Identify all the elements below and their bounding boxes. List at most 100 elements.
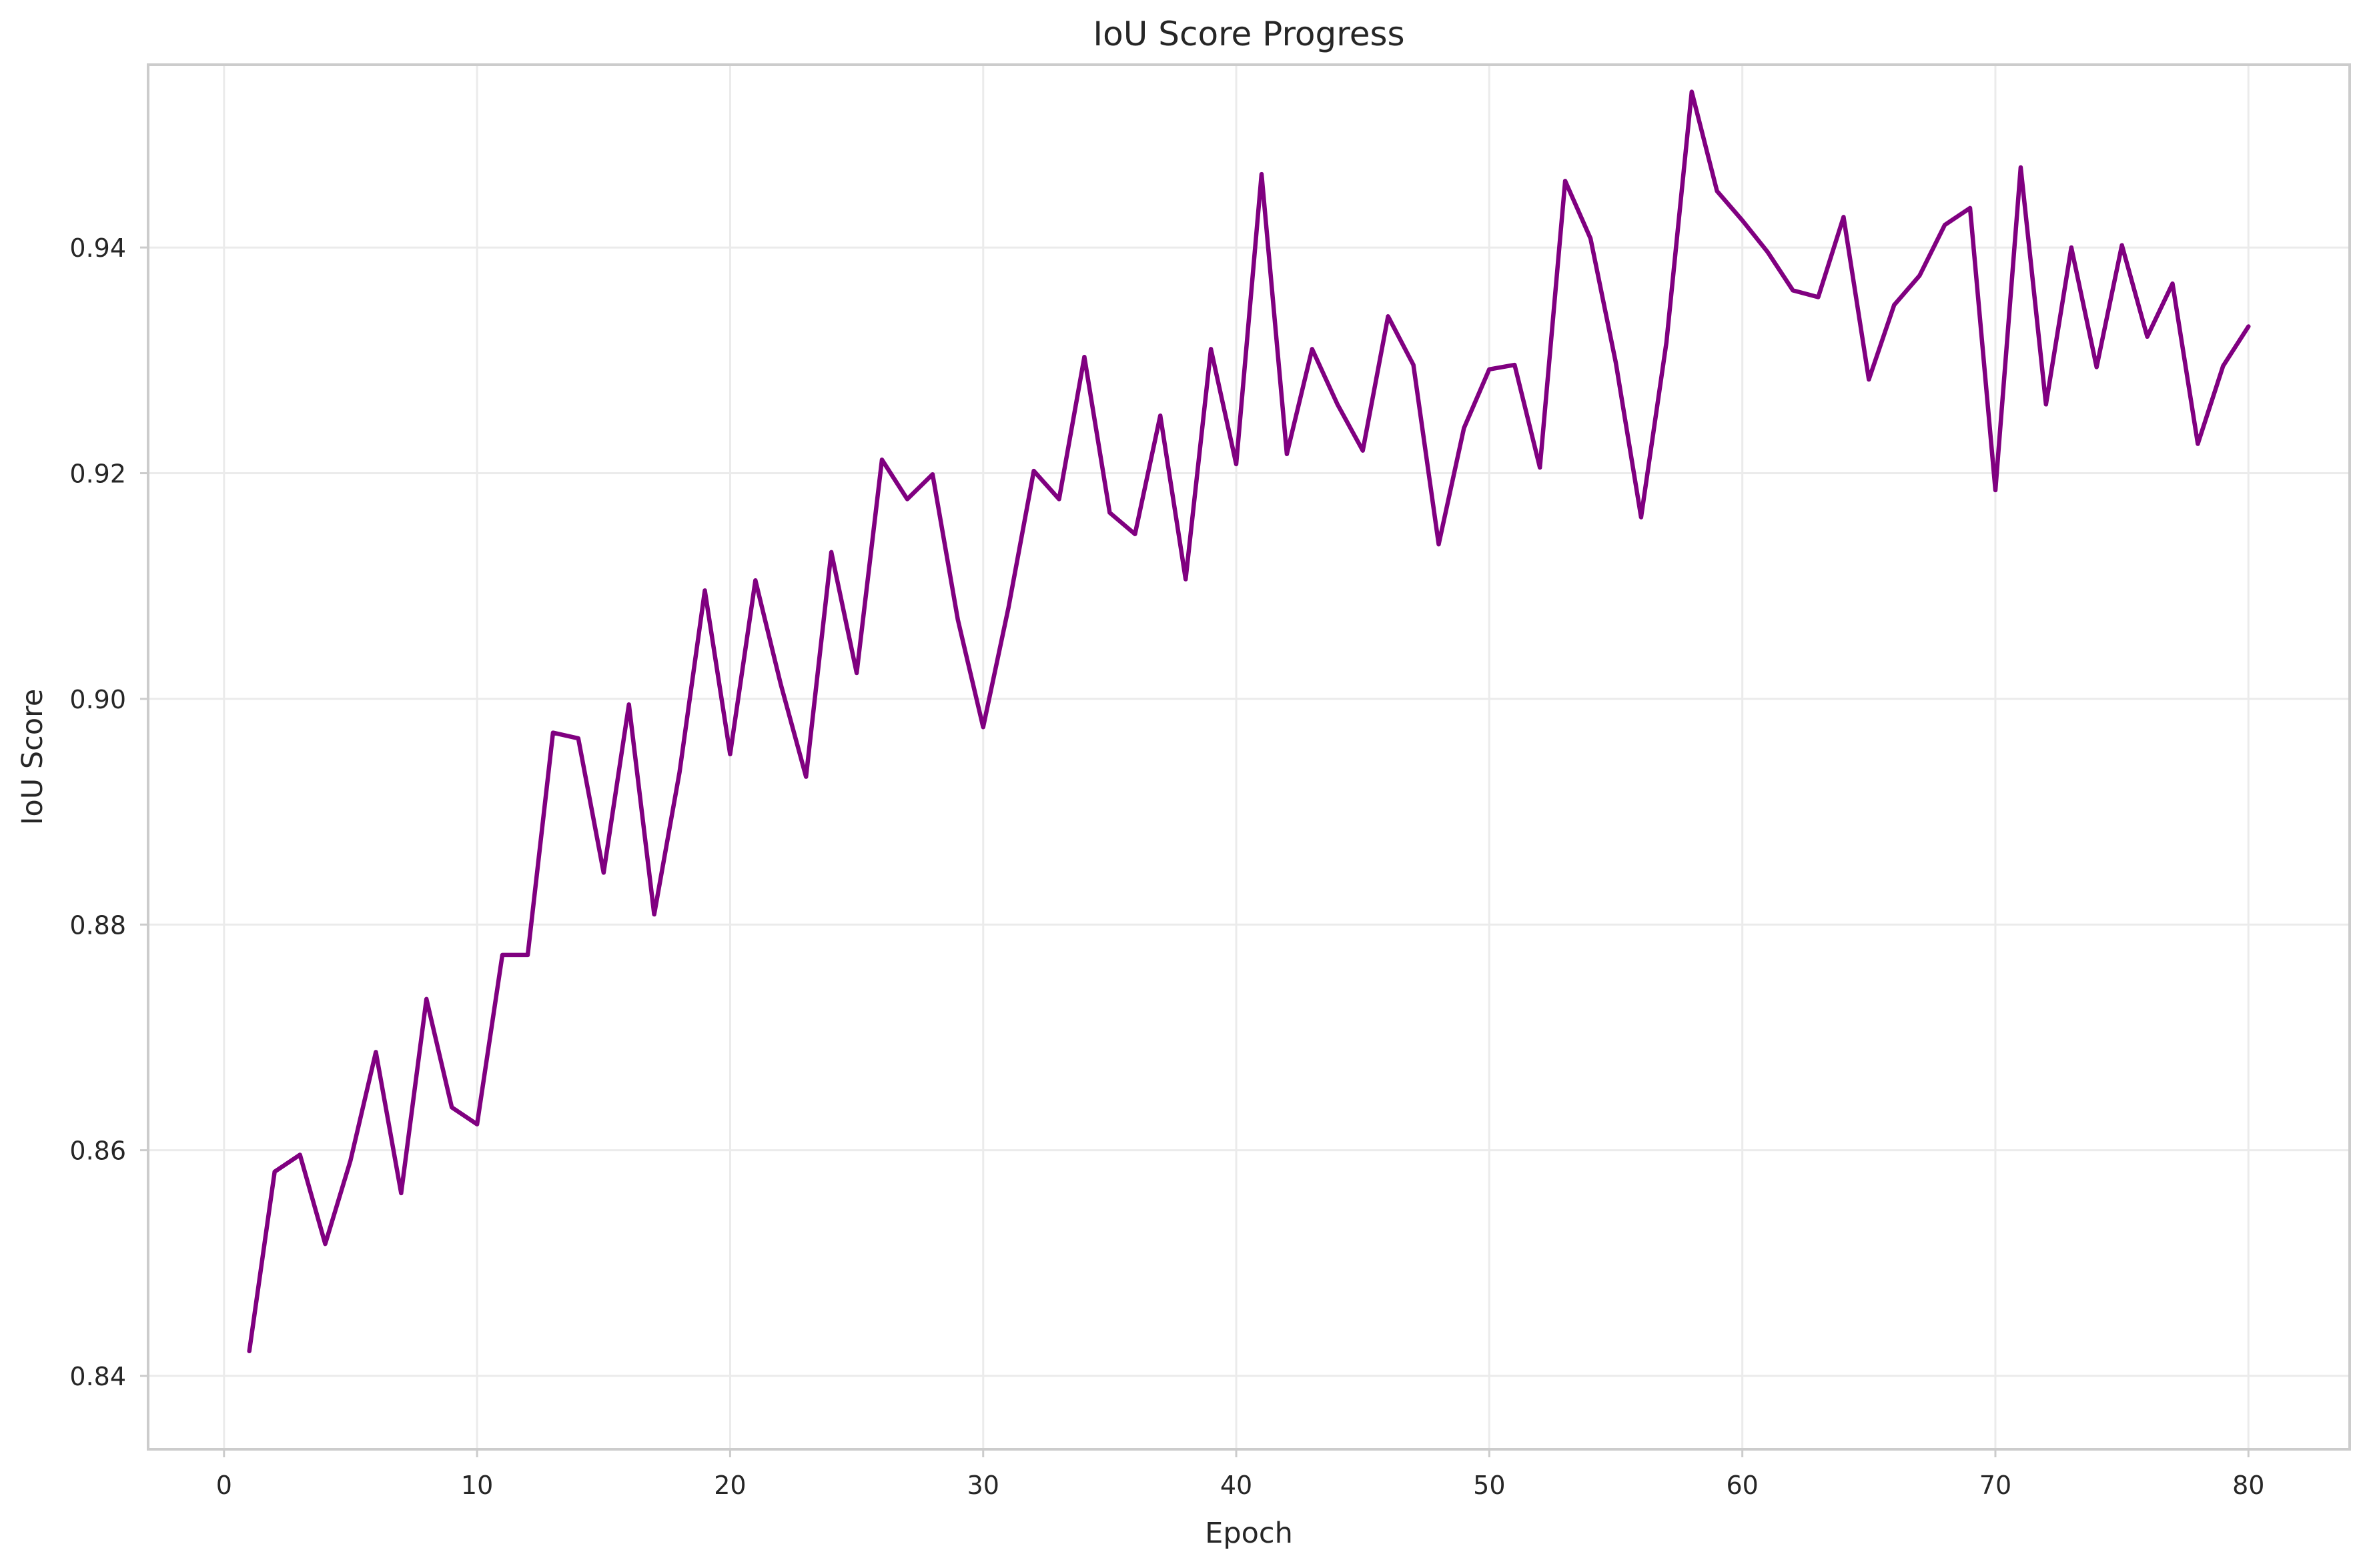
data-point — [1665, 341, 1668, 343]
data-point — [476, 1123, 478, 1126]
data-point — [1184, 578, 1187, 581]
data-point — [1994, 489, 1997, 492]
data-point — [1538, 466, 1541, 469]
data-point — [2196, 443, 2199, 446]
data-point — [1691, 91, 1693, 93]
data-point — [1792, 289, 1795, 291]
data-point — [1614, 361, 1617, 364]
plot-frame — [147, 63, 2351, 1451]
y-tick-label: 0.94 — [69, 233, 126, 263]
data-point — [1260, 173, 1263, 175]
data-point — [2019, 166, 2022, 169]
data-point — [1083, 355, 1085, 358]
data-point — [1438, 543, 1440, 546]
data-point — [779, 683, 782, 686]
x-tick-label: 60 — [1726, 1471, 1758, 1500]
data-point — [2172, 282, 2174, 285]
data-point — [1767, 251, 1769, 253]
data-point — [1007, 606, 1010, 609]
y-axis-ticks: 0.84 0.86 0.88 0.90 0.92 0.94 — [69, 233, 148, 1391]
data-point — [2095, 365, 2098, 368]
data-point — [1640, 516, 1642, 519]
x-tick-label: 70 — [1979, 1471, 2011, 1500]
data-point — [1336, 403, 1339, 406]
x-tick-label: 50 — [1473, 1471, 1505, 1500]
y-axis-label: IoU Score — [16, 689, 49, 826]
data-point — [349, 1159, 352, 1162]
data-point — [1741, 219, 1744, 222]
data-point — [374, 1050, 377, 1053]
chart-title: IoU Score Progress — [1093, 15, 1404, 53]
data-point — [577, 737, 580, 740]
x-tick-label: 80 — [2232, 1471, 2264, 1500]
data-point — [2247, 325, 2250, 328]
data-point — [653, 913, 656, 916]
data-point — [2070, 246, 2073, 249]
data-point — [1387, 315, 1390, 317]
data-point — [526, 954, 529, 956]
data-point — [1462, 427, 1465, 430]
data-point — [1513, 363, 1516, 366]
data-point — [1943, 223, 1946, 226]
data-point — [1033, 470, 1035, 472]
data-point — [830, 551, 833, 554]
data-point — [1362, 450, 1364, 452]
data-point — [1311, 347, 1314, 350]
data-point — [1210, 347, 1212, 350]
data-point — [881, 458, 883, 461]
data-point — [1716, 190, 1719, 193]
data-point — [602, 871, 605, 874]
data-point — [1235, 463, 1238, 466]
data-point — [2222, 365, 2224, 367]
data-point — [1893, 303, 1895, 306]
data-point — [400, 1192, 402, 1195]
data-point — [501, 954, 504, 956]
data-point — [678, 771, 681, 774]
data-point — [274, 1170, 276, 1173]
y-tick-label: 0.84 — [69, 1362, 126, 1391]
data-point — [1159, 414, 1161, 417]
data-point — [957, 618, 959, 621]
data-point — [906, 498, 909, 500]
data-point — [1867, 378, 1870, 381]
x-tick-label: 10 — [461, 1471, 493, 1500]
data-point — [805, 776, 807, 778]
data-point — [324, 1243, 327, 1245]
y-tick-label: 0.88 — [69, 910, 126, 940]
series-line-iou-score — [247, 89, 2251, 1354]
y-tick-label: 0.86 — [69, 1136, 126, 1166]
x-axis-label: Epoch — [1205, 1517, 1293, 1550]
data-point — [2121, 244, 2123, 247]
data-point — [1058, 498, 1061, 500]
data-point — [1412, 363, 1415, 366]
data-point — [628, 703, 630, 706]
data-point — [855, 672, 858, 674]
x-tick-label: 20 — [714, 1471, 746, 1500]
data-point — [729, 753, 731, 756]
x-axis-ticks: 0 10 20 30 40 50 60 70 80 — [216, 1449, 2264, 1500]
data-point — [450, 1106, 453, 1108]
data-point — [754, 579, 757, 582]
series-layer — [247, 89, 2251, 1354]
data-point — [704, 589, 706, 592]
data-point — [1286, 453, 1288, 456]
data-point — [425, 998, 428, 1000]
data-point — [1817, 296, 1819, 299]
x-tick-label: 30 — [967, 1471, 999, 1500]
x-tick-label: 40 — [1220, 1471, 1252, 1500]
data-point — [2045, 403, 2047, 406]
data-point — [248, 1350, 251, 1353]
data-point — [1564, 179, 1566, 182]
data-point — [982, 726, 985, 728]
data-point — [1589, 237, 1592, 240]
data-point — [1488, 368, 1490, 371]
data-point — [1108, 512, 1111, 514]
data-point — [1969, 207, 1971, 209]
data-point — [1842, 215, 1845, 218]
data-point — [1133, 533, 1136, 536]
data-point — [1918, 274, 1921, 277]
x-tick-label: 0 — [216, 1471, 232, 1500]
data-point — [552, 732, 554, 734]
data-point — [931, 473, 934, 476]
